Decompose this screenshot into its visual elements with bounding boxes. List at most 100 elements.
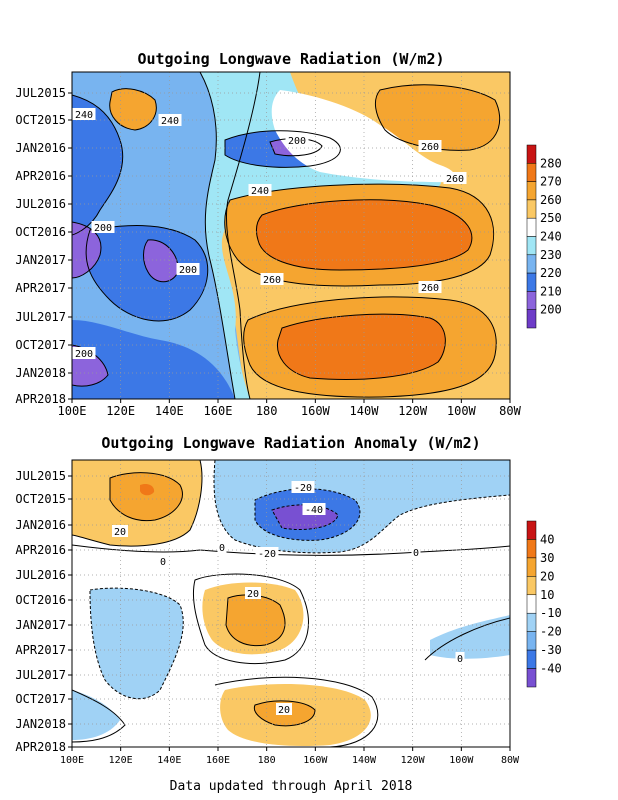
contour-label: 200 [179, 265, 197, 276]
colorbar-label: -30 [540, 643, 562, 657]
olr-panel: Outgoing Longwave Radiation (W/m2) [15, 50, 561, 418]
x-tick-label: 160E [204, 404, 233, 418]
anomaly-x-axis: 100E 120E 140E 160E 180 160W 140W 120W 100W 80W [60, 747, 520, 766]
x-tick-label: 100E [60, 755, 84, 766]
anomaly-field [72, 460, 510, 747]
y-tick-label: JUL2015 [15, 86, 66, 100]
x-tick-label: 80W [501, 755, 520, 766]
contour-label: 260 [421, 142, 439, 153]
y-tick-label: JAN2016 [15, 518, 66, 532]
olr-contour-labels: 240 240 200 260 260 240 200 200 260 260 200 [72, 108, 467, 360]
contour-label-bg [260, 273, 284, 285]
contour-label: 0 [413, 548, 419, 559]
olr-contour-260-top [374, 84, 501, 151]
x-tick-label: 100W [447, 404, 477, 418]
y-tick-label: JAN2016 [15, 141, 66, 155]
anomaly-contour-neg20 [254, 488, 361, 541]
colorbar-swatch [526, 576, 537, 596]
contour-label-bg [418, 140, 442, 152]
colorbar-label: 230 [540, 248, 562, 262]
anomaly-contour-0-top [72, 544, 510, 556]
olr-gridlines [72, 72, 510, 399]
anomaly-panel: Outgoing Longwave Radiation Anomaly (W/m… [15, 434, 561, 766]
contour-label-bg [276, 703, 292, 715]
x-tick-label: 120E [106, 404, 135, 418]
contour-label: 0 [160, 557, 166, 568]
anomaly-pos-mid-20 [226, 594, 285, 646]
y-tick-label: APR2016 [15, 543, 66, 557]
anomaly-neg-left-bot [72, 690, 120, 740]
olr-white-band [271, 90, 456, 183]
x-tick-label: 180 [258, 755, 276, 766]
olr-red-mid [256, 199, 472, 270]
contour-label: 240 [161, 116, 179, 127]
y-tick-label: OCT2017 [15, 692, 66, 706]
contour-label-bg [217, 541, 227, 553]
anomaly-contour-0-lowleft [72, 689, 126, 743]
contour-label: -40 [305, 505, 323, 516]
contour-label: 260 [421, 283, 439, 294]
y-tick-label: APR2018 [15, 740, 66, 754]
contour-label-bg [443, 172, 467, 184]
olr-blue-core-1 [72, 95, 123, 235]
y-tick-label: JAN2017 [15, 618, 66, 632]
colorbar-swatch [526, 594, 537, 614]
y-tick-label: JUL2015 [15, 469, 66, 483]
y-tick-label: OCT2016 [15, 225, 66, 239]
colorbar-swatch [526, 557, 537, 577]
contour-label: 20 [247, 589, 259, 600]
anomaly-contour-neg10 [213, 460, 510, 554]
colorbar-label: 270 [540, 175, 562, 189]
olr-colorbar: 280 270 260 250 240 230 220 210 200 [526, 144, 562, 329]
colorbar-swatch [526, 612, 537, 632]
olr-contour-260-mid [224, 183, 495, 287]
contour-label: -20 [258, 549, 276, 560]
colorbar-label: 40 [540, 532, 554, 546]
x-tick-label: 160W [303, 755, 328, 766]
olr-x-axis: 100E 120E 140E 160E 180 160W 140W 120W 100W 80W [58, 399, 522, 418]
x-tick-label: 140E [155, 404, 184, 418]
anomaly-gridlines [72, 460, 510, 747]
y-tick-label: OCT2015 [15, 113, 66, 127]
colorbar-label: 30 [540, 551, 554, 565]
anomaly-contour-0-bot [214, 676, 379, 747]
y-tick-label: JAN2018 [15, 366, 66, 380]
anomaly-y-axis: JUL2015 OCT2015 JAN2016 APR2016 JUL2016 OCT20… [15, 469, 72, 754]
olr-contour-250 [225, 72, 261, 399]
anomaly-contour-0-mid [192, 573, 309, 665]
contour-label-bg [112, 525, 128, 537]
contour-label-bg [455, 652, 465, 664]
olr-contour-270-mid [255, 199, 473, 271]
contour-label-bg [302, 503, 326, 515]
colorbar-label: -40 [540, 662, 562, 676]
olr-plot-frame [71, 71, 511, 400]
colorbar-swatch [526, 144, 537, 164]
contour-label: 0 [219, 543, 225, 554]
y-tick-label: JUL2016 [15, 197, 66, 211]
contour-label-bg [255, 547, 279, 559]
colorbar-swatch [526, 668, 537, 688]
anomaly-neg-right [430, 615, 510, 659]
contour-label-bg [72, 108, 96, 120]
y-tick-label: APR2018 [15, 392, 66, 406]
contour-label-bg [285, 134, 309, 146]
olr-field [72, 72, 510, 399]
contour-label: 260 [263, 275, 281, 286]
anomaly-contour-20-west [109, 472, 183, 522]
colorbar-swatch [526, 199, 537, 219]
colorbar-label: -20 [540, 625, 562, 639]
x-tick-label: 140W [352, 755, 377, 766]
olr-contour-260-left [109, 88, 157, 131]
x-tick-label: 100W [449, 755, 474, 766]
contour-label: 20 [278, 705, 290, 716]
colorbar-label: -10 [540, 606, 562, 620]
olr-blue-core-3 [72, 320, 235, 399]
contour-label-bg [158, 555, 168, 567]
colorbar-label: 20 [540, 569, 554, 583]
olr-orange-top [375, 84, 500, 151]
colorbar-label: 260 [540, 193, 562, 207]
anomaly-title: Outgoing Longwave Radiation Anomaly (W/m… [101, 434, 480, 452]
anomaly-contour-20-bot [253, 700, 316, 727]
contour-label-bg [91, 221, 115, 233]
colorbar-label: 210 [540, 284, 562, 298]
